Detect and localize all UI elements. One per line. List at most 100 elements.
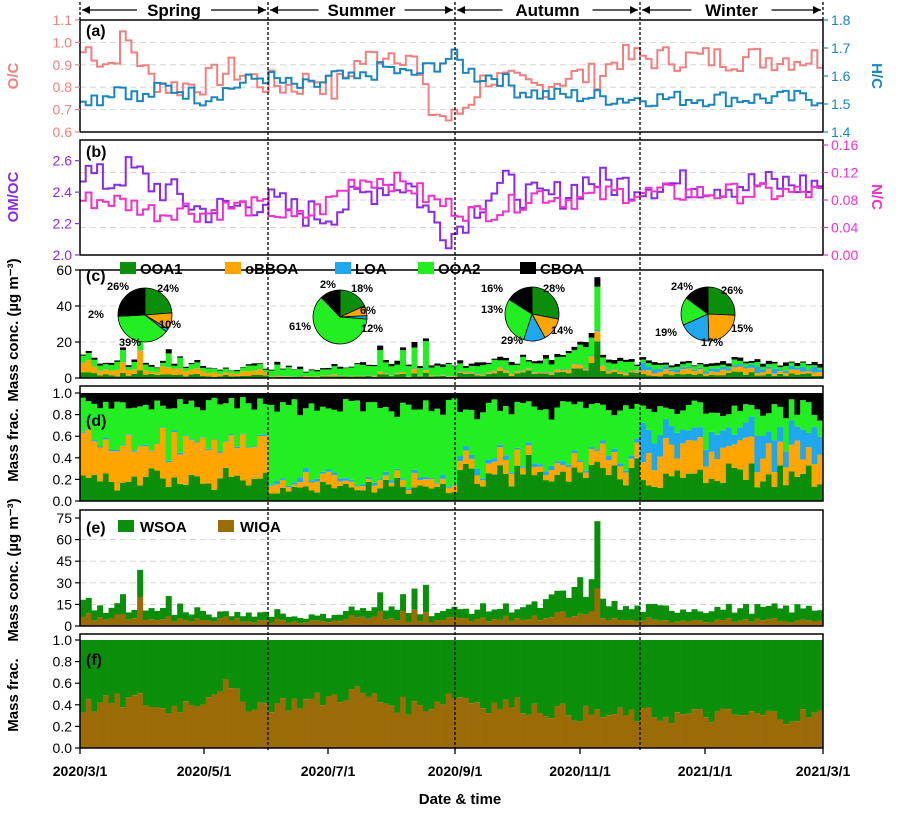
panel-d-bar-obboa	[560, 465, 566, 472]
panel-f-bar-wsoa	[320, 640, 326, 705]
panel-c-bar-obboa	[469, 372, 475, 373]
panel-d-bar-obboa	[103, 439, 109, 473]
panel-d-bar-ooa2	[572, 404, 578, 450]
panel-d-bar-cboa	[783, 393, 789, 418]
panel-d-bar-ooa2	[629, 409, 635, 455]
panel-f-bar-wsoa	[646, 640, 652, 707]
panel-e-bar-wsoa	[434, 613, 440, 620]
panel-d-bar-loa	[543, 471, 549, 475]
panel-d-bar-loa	[126, 434, 132, 435]
panel-d-bar-obboa	[223, 442, 229, 468]
panel-d-bar-ooa2	[229, 398, 235, 434]
panel-f-bar-wsoa	[200, 640, 206, 705]
panel-f-bar-wioa	[343, 700, 349, 748]
panel-f-bar-wioa	[492, 703, 498, 748]
panel-e-tick-label: 45	[56, 553, 72, 569]
panel-c-bar-cboa	[532, 361, 538, 363]
panel-e-bar-wsoa	[109, 608, 115, 619]
panel-d-bar-ooa1	[337, 486, 343, 501]
panel-c-bar-cboa	[703, 364, 709, 367]
panel-d-bar-ooa1	[743, 480, 749, 501]
panel-f-tick-label: 0.8	[53, 654, 73, 670]
panel-e-bar-wioa	[114, 614, 120, 626]
panel-c-bar-obboa	[280, 376, 286, 377]
panel-d-bar-ooa2	[783, 418, 789, 451]
panel-d-tick-label: 0.4	[53, 450, 73, 466]
panel-d-bar-ooa2	[291, 399, 297, 482]
panel-e-bar-wioa	[612, 618, 618, 626]
panel-c-bar-loa	[743, 366, 749, 368]
panel-a-left-tick-label: 0.7	[53, 102, 73, 118]
panel-f-bar-wioa	[720, 709, 726, 748]
panel-d-bar-loa	[754, 435, 760, 472]
panel-f-bar-wioa	[583, 706, 589, 748]
panel-d-bar-ooa1	[732, 468, 738, 501]
panel-c-bar-ooa2	[251, 366, 257, 371]
panel-f-bar-wsoa	[411, 640, 417, 701]
panel-c-bar-obboa	[360, 376, 366, 377]
panel-f-bar-wsoa	[549, 640, 555, 718]
panel-c-bar-loa	[772, 369, 778, 374]
panel-f-bar-wioa	[612, 714, 618, 748]
panel-e-bar-wsoa	[617, 610, 623, 620]
panel-e-bar-wsoa	[760, 607, 766, 620]
panel-e-bar-wsoa	[543, 599, 549, 618]
panel-c-bar-ooa2	[743, 363, 749, 366]
panel-d-bar-ooa1	[434, 487, 440, 501]
panel-e-bar-wsoa	[446, 609, 452, 618]
panel-d-bar-loa	[537, 464, 543, 466]
panel-d-bar-loa	[789, 421, 795, 445]
panel-d-bar-loa	[274, 481, 280, 484]
panel-f-bar-wioa	[194, 707, 200, 748]
panel-e-bar-wsoa	[600, 599, 606, 619]
panel-c-bar-ooa2	[652, 365, 658, 370]
panel-f-bar-wsoa	[526, 640, 532, 715]
panel-d-bar-cboa	[520, 393, 526, 403]
panel-c-bar-ooa2	[126, 367, 132, 370]
panel-c-bar-cboa	[657, 363, 663, 365]
season-arrowhead-right	[445, 6, 453, 14]
panel-d-bar-cboa	[709, 393, 715, 413]
x-tick-label: 2021/3/1	[796, 763, 851, 779]
panel-d-bar-ooa2	[800, 400, 806, 429]
panel-e-bar-wsoa	[623, 606, 629, 620]
panel-d-bar-ooa1	[229, 477, 235, 501]
panel-c-bar-loa	[806, 369, 812, 371]
panel-d-bar-obboa	[86, 430, 92, 478]
panel-c-bar-ooa1	[86, 372, 92, 378]
panel-c-bar-ooa1	[737, 372, 743, 378]
pie-spring-label-ooa1: 24%	[157, 283, 179, 295]
panel-e-bar-wioa	[349, 615, 355, 626]
panel-d-bar-cboa	[532, 393, 538, 406]
panel-c-bar-ooa2	[206, 368, 212, 373]
panel-d-bar-ooa2	[772, 404, 778, 440]
panel-d-bar-ooa2	[714, 413, 720, 435]
panel-c-bar-loa	[789, 366, 795, 370]
panel-d-bar-obboa	[543, 475, 549, 480]
panel-c-bar-obboa	[526, 369, 532, 371]
panel-c-bar-ooa2	[474, 366, 480, 373]
panel-c-bar-obboa	[583, 369, 589, 371]
panel-f-bar-wioa	[149, 707, 155, 748]
panel-e-bar-wsoa	[640, 612, 646, 621]
panel-f-label: (f)	[86, 652, 102, 669]
panel-f-bar-wioa	[703, 717, 709, 748]
panel-d-bar-loa	[194, 441, 200, 442]
panel-e-bar-wioa	[234, 618, 240, 626]
panel-d-bar-loa	[377, 479, 383, 480]
panel-d-bar-loa	[166, 461, 172, 463]
panel-d-bar-obboa	[257, 436, 263, 479]
panel-c-bar-ooa2	[554, 357, 560, 369]
panel-c-bar-loa	[674, 369, 680, 372]
panel-d-bar-obboa	[617, 466, 623, 479]
panel-f-bar-wsoa	[777, 640, 783, 720]
panel-c-tick-label: 20	[56, 334, 72, 350]
panel-e-bar-wioa	[652, 620, 658, 626]
panel-e-bar-wioa	[720, 620, 726, 626]
panel-d-bar-obboa	[766, 443, 772, 474]
panel-e-bar-wioa	[629, 620, 635, 626]
panel-f-bar-wioa	[509, 707, 515, 748]
panel-d-bar-cboa	[360, 393, 366, 411]
panel-d-bar-loa	[337, 478, 343, 481]
